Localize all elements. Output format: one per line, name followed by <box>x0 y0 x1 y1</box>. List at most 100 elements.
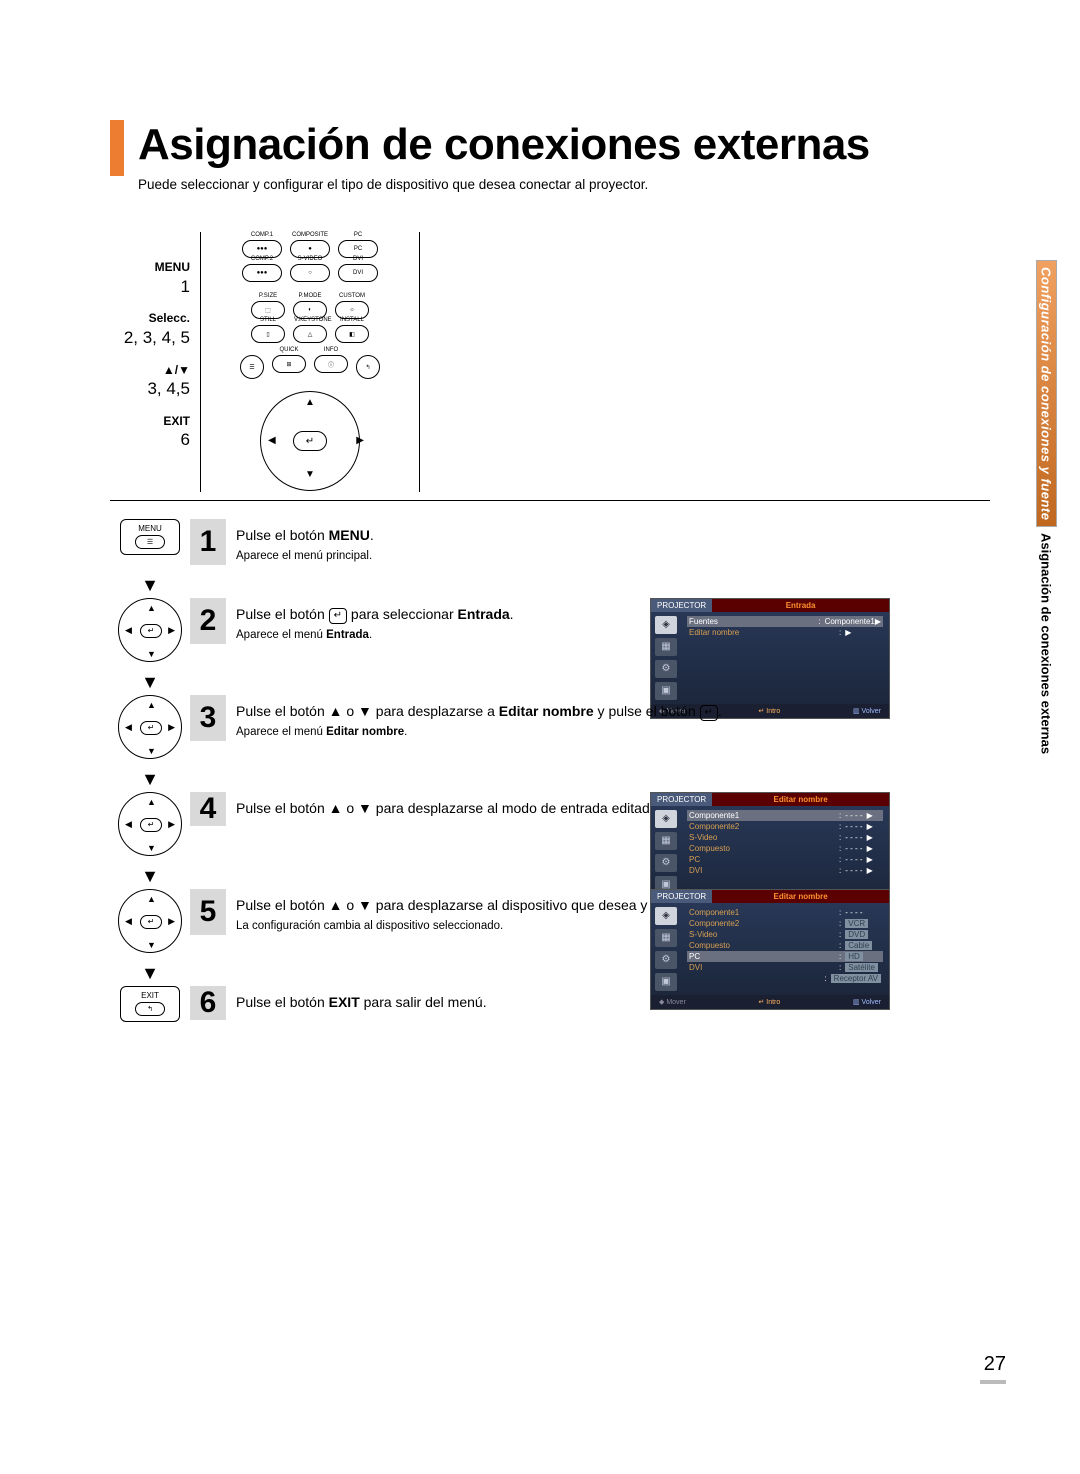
step-instruction: Pulse el botón MENU.Aparece el menú prin… <box>236 519 880 565</box>
step-row: ↵ ▲ ▼ ◀ ▶ 2 Pulse el botón ↵ para selecc… <box>110 598 890 662</box>
step-flow-arrow-icon: ▼ <box>110 575 190 596</box>
osd-item: Fuentes: Componente1▶ <box>687 616 883 627</box>
remote-btn-quick: ⊞ <box>272 355 306 373</box>
page-number-bar <box>980 1380 1006 1384</box>
title-block: Asignación de conexiones externas Puede … <box>110 120 990 192</box>
step-text-column: 3 Pulse el botón ▲ o ▼ para desplazarse … <box>190 695 890 741</box>
osd-menu-title: Editar nombre <box>712 793 889 806</box>
remote-diagram-row: MENU 1 Selecc. 2, 3, 4, 5 ▲/▼ 3, 4,5 EXI… <box>110 232 990 501</box>
step-number: 6 <box>190 986 226 1020</box>
remote-btn-vkeystone: △ <box>293 325 327 343</box>
osd-tab-icons: ◈▦⚙▣ <box>651 612 681 704</box>
page-number: 27 <box>980 1353 1006 1376</box>
osd-item: Componente1: - - - -▶ <box>687 810 883 821</box>
osd-item: Componente2: - - - -▶ <box>687 821 883 832</box>
step-row: ↵ ▲ ▼ ◀ ▶ 4 Pulse el botón ▲ o ▼ para de… <box>110 792 890 856</box>
side-tab-title: Asignación de conexiones externas <box>1037 527 1056 760</box>
osd-item-list: Fuentes: Componente1▶ Editar nombre: ▶ <box>681 612 889 704</box>
osd-menu-title: Entrada <box>712 599 889 612</box>
osd-item: DVI: Satélite <box>687 962 883 973</box>
osd-item: Compuesto: Cable <box>687 940 883 951</box>
osd-tab-icons: ◈▦⚙▣ <box>651 903 681 995</box>
step-row: MENU☰ 1 Pulse el botón MENU.Aparece el m… <box>110 519 890 565</box>
osd-item: Editar nombre: ▶ <box>687 627 883 638</box>
step-icon-column: ↵ ▲ ▼ ◀ ▶ <box>110 695 190 759</box>
right-arrow-icon: ▶ <box>356 435 364 446</box>
exit-button-icon: EXIT↰ <box>120 986 180 1022</box>
dpad-icon: ↵ ▲ ▼ ◀ ▶ <box>118 695 182 759</box>
remote-dpad: ↵ ▲ ▼ ◀ ▶ <box>250 391 370 484</box>
label-menu-num: 1 <box>110 276 190 299</box>
osd-item: : Receptor AV <box>687 973 883 984</box>
remote-step-labels: MENU 1 Selecc. 2, 3, 4, 5 ▲/▼ 3, 4,5 EXI… <box>110 259 200 464</box>
step-number: 5 <box>190 889 226 935</box>
left-arrow-icon: ◀ <box>268 435 276 446</box>
step-icon-column: ↵ ▲ ▼ ◀ ▶ <box>110 889 190 953</box>
enter-icon: ↵ <box>293 431 327 451</box>
osd-item-list: Componente1: - - - - Componente2: VCR S-… <box>681 903 889 995</box>
remote-btn-svideo: ○ <box>290 264 330 282</box>
side-tab-section: Configuración de conexiones y fuente <box>1036 260 1057 527</box>
remote-btn-dvi: DVI <box>338 264 378 282</box>
step-icon-column: ↵ ▲ ▼ ◀ ▶ <box>110 792 190 856</box>
osd-projector-label: PROJECTOR <box>651 890 712 903</box>
label-selecc: Selecc. <box>110 310 190 326</box>
dpad-icon: ↵ ▲ ▼ ◀ ▶ <box>118 889 182 953</box>
osd-item: DVI: - - - -▶ <box>687 865 883 876</box>
osd-item: PC: - - - -▶ <box>687 854 883 865</box>
up-arrow-icon: ▲ <box>305 397 315 408</box>
osd-item-list: Componente1: - - - -▶ Componente2: - - -… <box>681 806 889 898</box>
remote-btn-comp2: ●●● <box>242 264 282 282</box>
dpad-icon: ↵ ▲ ▼ ◀ ▶ <box>118 792 182 856</box>
step-row: ↵ ▲ ▼ ◀ ▶ 5 Pulse el botón ▲ o ▼ para de… <box>110 889 890 953</box>
step-instruction: Pulse el botón EXIT para salir del menú. <box>236 986 880 1013</box>
title-accent-bar <box>110 120 124 176</box>
label-menu: MENU <box>110 259 190 275</box>
label-updown-num: 3, 4,5 <box>110 378 190 401</box>
step-number: 3 <box>190 695 226 741</box>
remote-btn-install: ◧ <box>335 325 369 343</box>
page-number-block: 27 <box>980 1353 1006 1384</box>
label-exit-num: 6 <box>110 429 190 452</box>
page-subtitle: Puede seleccionar y configurar el tipo d… <box>110 177 990 192</box>
osd-item: Componente2: VCR <box>687 918 883 929</box>
step-flow-arrow-icon: ▼ <box>110 963 190 984</box>
step-instruction: Pulse el botón ▲ o ▼ para desplazarse a … <box>236 695 880 741</box>
osd-projector-label: PROJECTOR <box>651 599 712 612</box>
steps-list: MENU☰ 1 Pulse el botón MENU.Aparece el m… <box>110 519 890 1022</box>
remote-btn-menu: ☰ <box>240 355 264 379</box>
step-number: 4 <box>190 792 226 826</box>
step-number: 2 <box>190 598 226 644</box>
label-exit: EXIT <box>110 413 190 429</box>
osd-menu-title: Editar nombre <box>712 890 889 903</box>
dpad-icon: ↵ ▲ ▼ ◀ ▶ <box>118 598 182 662</box>
step-text-column: 1 Pulse el botón MENU.Aparece el menú pr… <box>190 519 890 565</box>
osd-item: Componente1: - - - - <box>687 907 883 918</box>
remote-diagram: ●●● ● PC ●●● ○ DVI ⬚ ◐ ☼ ▯ △ ◧ ☰ <box>200 232 420 492</box>
step-row: EXIT↰ 6 Pulse el botón EXIT para salir d… <box>110 986 890 1022</box>
step-icon-column: EXIT↰ <box>110 986 190 1022</box>
step-icon-column: ↵ ▲ ▼ ◀ ▶ <box>110 598 190 662</box>
down-arrow-icon: ▼ <box>305 469 315 480</box>
label-selecc-num: 2, 3, 4, 5 <box>110 327 190 350</box>
page-title: Asignación de conexiones externas <box>110 120 990 171</box>
step-row: ↵ ▲ ▼ ◀ ▶ 3 Pulse el botón ▲ o ▼ para de… <box>110 695 890 759</box>
step-text-column: 6 Pulse el botón EXIT para salir del men… <box>190 986 890 1020</box>
osd-item: PC: HD <box>687 951 883 962</box>
osd-item: S-Video: DVD <box>687 929 883 940</box>
osd-item: Compuesto: - - - -▶ <box>687 843 883 854</box>
step-icon-column: MENU☰ <box>110 519 190 555</box>
osd-item: S-Video: - - - -▶ <box>687 832 883 843</box>
remote-btn-info: ⓘ <box>314 355 348 373</box>
side-tab: Configuración de conexiones y fuente Asi… <box>1034 260 1058 960</box>
page: Configuración de conexiones y fuente Asi… <box>0 0 1080 1474</box>
step-flow-arrow-icon: ▼ <box>110 672 190 693</box>
step-flow-arrow-icon: ▼ <box>110 769 190 790</box>
remote-btn-still: ▯ <box>251 325 285 343</box>
step-flow-arrow-icon: ▼ <box>110 866 190 887</box>
menu-button-icon: MENU☰ <box>120 519 180 555</box>
osd-tab-icons: ◈▦⚙▣ <box>651 806 681 898</box>
remote-btn-exit: ↰ <box>356 355 380 379</box>
step-number: 1 <box>190 519 226 565</box>
osd-projector-label: PROJECTOR <box>651 793 712 806</box>
